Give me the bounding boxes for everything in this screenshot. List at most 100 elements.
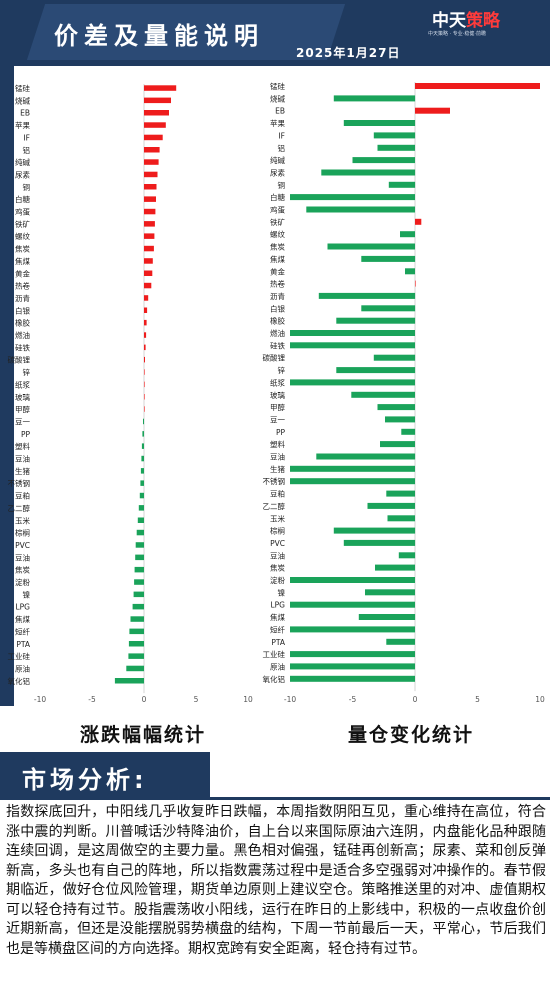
left-tick-label: -10 [34,695,46,704]
left-bar [129,628,144,635]
right-bar [306,206,415,213]
left-bar [142,431,144,437]
left-bar [144,381,145,388]
right-category-label: 螺纹 [270,229,285,239]
right-category-label: 白糖 [270,192,285,202]
right-bar [401,428,416,435]
left-category-label: 铁矿 [15,219,30,229]
right-bar [290,663,415,670]
left-bar [144,147,160,153]
left-bar [135,542,144,548]
left-tick-label: 10 [243,695,253,704]
right-category-label: 尿素 [270,168,285,178]
left-category-label: LPG [15,603,30,612]
right-category-label: 不锈钢 [263,476,286,486]
right-category-label: 焦炭 [270,563,285,573]
right-bar [415,107,450,114]
right-bar [386,490,415,497]
right-tick-label: -5 [349,695,357,704]
left-bar [144,356,145,363]
left-bar [144,171,158,178]
left-bar [128,653,144,659]
left-bar [144,369,145,375]
left-category-label: 不锈钢 [8,478,31,488]
left-category-label: 豆油 [15,552,30,562]
left-bar [130,616,144,622]
right-category-label: 氧化铝 [263,674,286,684]
left-category-label: PVC [15,541,30,550]
left-bar [144,282,152,289]
right-category-label: 豆油 [270,452,285,462]
right-category-label: 焦炭 [270,242,285,252]
left-bar [141,443,144,449]
left-bar [140,468,144,474]
right-bar [380,441,415,448]
left-bar [143,418,144,425]
right-category-label: 乙二醇 [263,501,286,511]
left-category-label: IF [23,133,30,142]
right-bar [336,317,416,324]
right-category-label: 豆粕 [270,489,285,499]
left-category-label: 沥青 [15,293,30,303]
left-bar [140,480,144,486]
left-bar [144,245,154,252]
left-bar [139,492,144,499]
left-category-label: 镍 [23,589,31,599]
left-category-label: 豆一 [15,417,30,426]
left-category-label: 豆粕 [15,491,30,501]
right-category-label: 豆一 [270,415,285,424]
left-category-label: 铜 [23,182,31,192]
left-category-label: 棕榈 [15,528,30,538]
right-category-label: 碳酸锂 [263,353,286,363]
left-category-label: 氧化铝 [8,676,31,686]
right-category-label: 工业硅 [263,649,286,659]
right-category-label: 玉米 [270,513,285,523]
left-category-label: PP [21,430,31,439]
left-bar [144,394,145,400]
right-bar [290,651,415,658]
left-bar [144,134,163,141]
right-bar [290,342,415,349]
right-bar [405,268,415,275]
right-category-label: 焦煤 [270,612,285,622]
right-category-label: 黄金 [270,266,285,276]
left-category-label: 锌 [23,367,31,377]
left-category-label: 塑料 [15,441,30,451]
right-bar [361,255,416,262]
left-bar [134,579,144,585]
left-bar [144,184,157,190]
right-bar [290,478,415,485]
left-bar [137,517,144,523]
right-category-label: 燃油 [270,328,285,338]
right-bar [290,379,415,386]
right-bar [327,243,415,250]
right-bar [365,589,415,596]
right-category-label: 纯碱 [270,155,285,165]
right-category-label: 苹果 [270,118,285,128]
right-category-label: 烧碱 [270,93,285,103]
right-bar [333,95,416,102]
left-category-label: 黄金 [15,268,30,278]
brand-logo: 中天策略 [432,6,500,31]
right-bar [373,132,416,139]
right-bar [316,453,416,460]
right-bar [388,181,416,188]
right-bar [375,564,415,571]
right-bar [318,292,416,299]
right-bar [415,280,416,287]
left-category-label: 尿素 [15,170,30,180]
left-bar [126,665,144,672]
right-bar [358,614,416,620]
right-category-label: IF [278,131,285,140]
right-category-label: PP [276,428,286,437]
right-bar [351,391,415,398]
left-category-label: 橡胶 [15,318,30,328]
right-bar [336,367,416,374]
right-bar [361,305,416,312]
charts-area: 锰硅烧碱EB苹果IF铝纯碱尿素铜白糖鸡蛋铁矿螺纹焦炭焦煤黄金热卷沥青白银橡胶燃油… [8,81,545,704]
right-bar [290,330,415,336]
brand-logo-part-a: 中天 [432,11,466,31]
right-category-label: 生猪 [270,464,285,474]
right-bar [400,231,415,238]
right-bar [290,465,415,472]
